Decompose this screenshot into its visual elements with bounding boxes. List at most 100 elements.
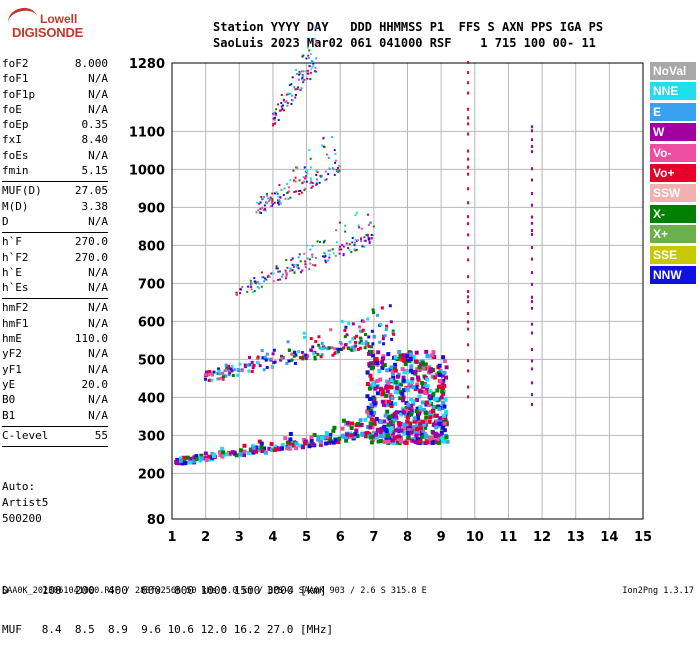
spread-f-echo-point bbox=[411, 436, 416, 441]
spread-f-echo-point bbox=[416, 440, 421, 445]
trace-echo-point bbox=[306, 441, 311, 446]
trace-echo-point bbox=[180, 456, 185, 461]
spread-f-echo-point bbox=[428, 436, 433, 441]
spread-f-echo-point bbox=[425, 440, 430, 445]
spread-f-echo-point bbox=[441, 391, 446, 396]
spread-f-echo-point bbox=[380, 360, 385, 365]
spread-f-echo-point bbox=[441, 378, 446, 383]
trace-echo-point bbox=[296, 263, 299, 266]
trace-echo-point bbox=[263, 280, 266, 283]
trace-echo-point bbox=[287, 93, 290, 96]
trace-echo-point bbox=[320, 435, 325, 440]
trace-echo-point bbox=[355, 422, 360, 427]
spread-f-echo-point bbox=[405, 415, 410, 420]
trace-echo-point bbox=[257, 448, 262, 453]
x-tick-label: 15 bbox=[634, 530, 652, 545]
spread-f-echo-point bbox=[439, 439, 444, 444]
interference-point bbox=[467, 290, 470, 294]
trace-echo-point bbox=[267, 200, 270, 203]
spread-f-echo-point bbox=[430, 440, 435, 445]
trace-echo-point bbox=[328, 168, 331, 171]
trace-echo-point bbox=[210, 373, 214, 377]
param-row: B1 N/A bbox=[2, 409, 108, 424]
trace-echo-point bbox=[225, 366, 229, 370]
legend-item-noval: NoVal bbox=[650, 62, 696, 80]
auto-label: Auto: bbox=[2, 480, 36, 493]
trace-echo-point bbox=[177, 458, 182, 463]
trace-echo-point bbox=[307, 444, 312, 449]
trace-echo-point bbox=[250, 288, 253, 291]
trace-echo-point bbox=[320, 174, 323, 177]
trace-echo-point bbox=[235, 292, 238, 295]
spread-f-echo-point bbox=[369, 417, 374, 422]
spread-f-echo-point bbox=[404, 440, 409, 445]
spread-f-echo-point bbox=[423, 366, 428, 371]
trace-echo-point bbox=[292, 354, 296, 358]
spread-f-echo-point bbox=[408, 384, 413, 389]
spread-f-echo-point bbox=[417, 411, 422, 416]
trace-echo-point bbox=[279, 270, 282, 273]
trace-echo-point bbox=[269, 357, 273, 361]
spread-f-echo-point bbox=[371, 435, 376, 440]
param-value: N/A bbox=[88, 393, 108, 407]
trace-echo-point bbox=[178, 458, 183, 463]
trace-echo-point bbox=[428, 410, 433, 415]
trace-echo-point bbox=[363, 239, 366, 242]
trace-echo-point bbox=[301, 182, 304, 185]
spread-f-echo-point bbox=[435, 398, 440, 403]
spread-f-echo-point bbox=[424, 349, 429, 354]
spread-f-echo-point bbox=[390, 419, 395, 424]
trace-echo-point bbox=[358, 226, 361, 229]
trace-echo-point bbox=[312, 352, 316, 356]
trace-echo-point bbox=[287, 191, 290, 194]
param-key: fxI bbox=[2, 133, 22, 147]
trace-echo-point bbox=[307, 69, 310, 72]
trace-echo-point bbox=[277, 278, 280, 281]
interference-point bbox=[467, 116, 470, 120]
trace-echo-point bbox=[260, 271, 263, 274]
spread-f-echo-point bbox=[413, 371, 418, 376]
interference-point bbox=[467, 385, 470, 389]
trace-echo-point bbox=[288, 443, 293, 448]
trace-echo-point bbox=[423, 425, 428, 430]
spread-f-echo-point bbox=[398, 354, 403, 359]
y-tick-label: 1000 bbox=[129, 163, 165, 178]
trace-echo-point bbox=[309, 157, 312, 160]
trace-echo-point bbox=[359, 346, 363, 350]
trace-echo-point bbox=[331, 248, 334, 251]
trace-echo-point bbox=[251, 445, 256, 450]
spread-f-echo-point bbox=[379, 387, 384, 392]
spread-f-echo-point bbox=[422, 407, 427, 412]
trace-echo-point bbox=[311, 253, 314, 256]
trace-echo-point bbox=[297, 256, 300, 259]
trace-echo-point bbox=[398, 410, 403, 415]
trace-echo-point bbox=[414, 418, 419, 423]
trace-echo-point bbox=[360, 337, 364, 341]
spread-f-echo-point bbox=[425, 439, 430, 444]
spread-f-echo-point bbox=[378, 386, 383, 391]
trace-echo-point bbox=[207, 454, 212, 459]
interference-point bbox=[530, 203, 533, 207]
spread-f-echo-point bbox=[371, 399, 376, 404]
spread-f-echo-point bbox=[410, 380, 415, 385]
trace-echo-point bbox=[301, 74, 304, 77]
trace-echo-point bbox=[273, 447, 278, 452]
spread-f-echo-point bbox=[438, 416, 443, 421]
trace-echo-point bbox=[279, 196, 282, 199]
spread-f-echo-point bbox=[386, 422, 391, 427]
spread-f-echo-point bbox=[372, 410, 377, 415]
trace-echo-point bbox=[277, 199, 280, 202]
spread-f-echo-point bbox=[373, 357, 378, 362]
trace-echo-point bbox=[430, 414, 435, 419]
param-separator bbox=[2, 425, 108, 427]
spread-f-echo-point bbox=[369, 377, 374, 382]
param-value: 8.40 bbox=[81, 133, 109, 147]
trace-echo-point bbox=[237, 368, 241, 372]
trace-echo-point bbox=[235, 293, 238, 296]
trace-echo-point bbox=[349, 421, 354, 426]
autoscaling-info: Auto: Artist5 500200 bbox=[2, 479, 48, 527]
trace-echo-point bbox=[303, 166, 306, 169]
spread-f-echo-point bbox=[378, 377, 383, 382]
trace-echo-point bbox=[302, 79, 305, 82]
trace-echo-point bbox=[178, 456, 183, 461]
